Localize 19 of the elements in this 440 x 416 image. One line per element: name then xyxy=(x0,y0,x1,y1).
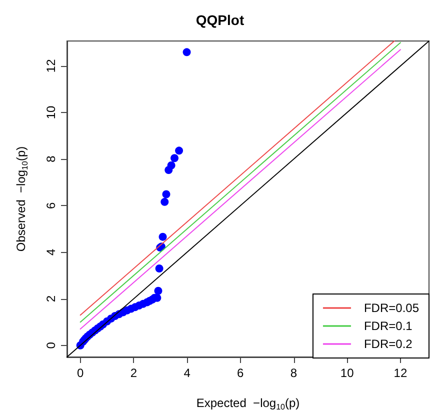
x-tick-label: 12 xyxy=(394,366,408,380)
y-tick-label: 8 xyxy=(44,155,58,162)
x-tick-label: 2 xyxy=(130,366,138,380)
x-tick-label: 0 xyxy=(76,366,84,380)
y-tick-label: 10 xyxy=(44,105,58,120)
legend-label: FDR=0.1 xyxy=(364,319,413,333)
legend-label: FDR=0.2 xyxy=(364,337,413,351)
x-tick-label: 8 xyxy=(290,366,298,380)
chart-title: QQPlot xyxy=(196,12,244,28)
x-tick-label: 6 xyxy=(237,366,244,380)
y-tick-label: 0 xyxy=(44,342,58,349)
legend-label: FDR=0.05 xyxy=(364,301,420,315)
y-axis-title: Observed −log10(p) xyxy=(14,146,30,252)
y-tick-label: 6 xyxy=(44,202,58,209)
x-tick-label: 4 xyxy=(184,366,191,380)
y-tick-label: 2 xyxy=(44,295,58,302)
y-tick-label: 12 xyxy=(44,58,58,73)
y-tick-label: 4 xyxy=(44,248,58,256)
x-tick-label: 10 xyxy=(340,366,354,380)
